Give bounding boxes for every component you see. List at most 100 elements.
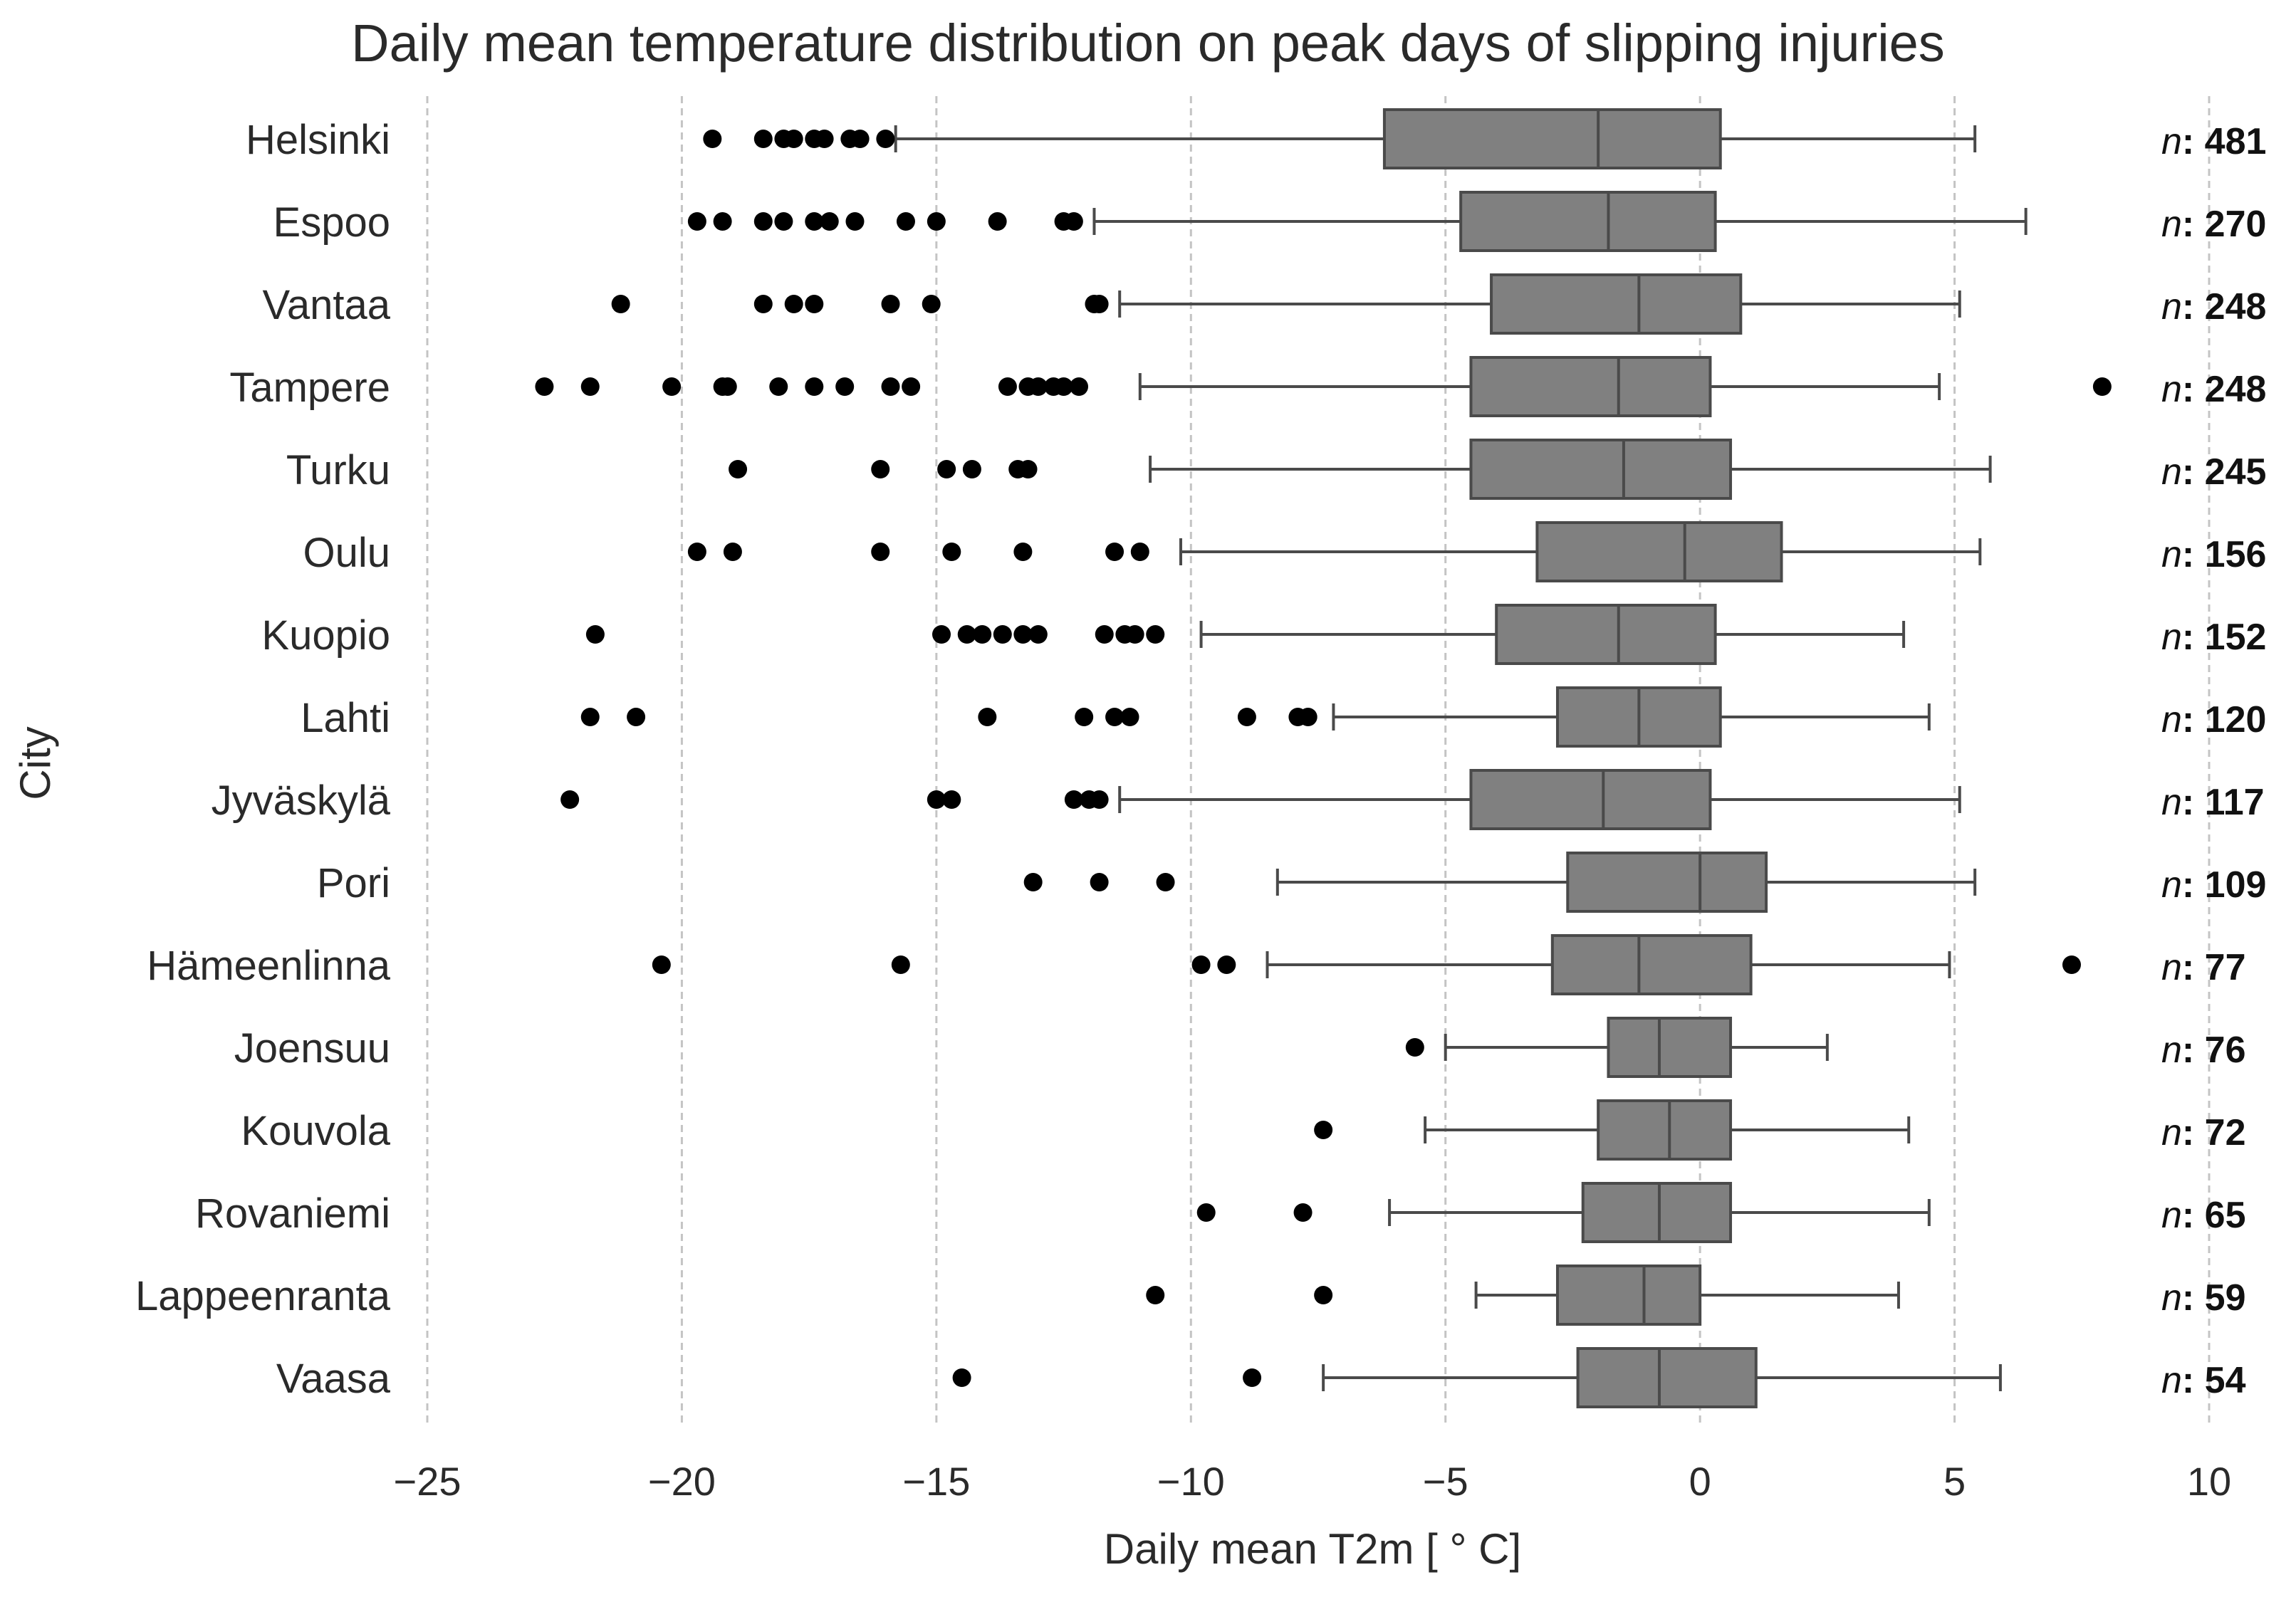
iqr-box (1459, 191, 1717, 252)
x-axis-label: Daily mean T2m [ ° C] (1104, 1525, 1521, 1573)
outlier-point (1013, 625, 1033, 644)
n-count-label: n: 59 (2161, 1277, 2246, 1319)
box-group (1474, 1264, 1900, 1326)
outlier-point (580, 708, 600, 726)
outlier-point (784, 130, 803, 148)
outlier-point (1090, 295, 1109, 313)
iqr-box (1607, 1017, 1733, 1078)
outlier-point (998, 377, 1017, 396)
box-group (1275, 852, 1977, 913)
box-group (1322, 1347, 2002, 1408)
outlier-point (652, 955, 671, 974)
n-count-label: n: 65 (2161, 1195, 2246, 1236)
chart-title: Daily mean temperature distribution on p… (351, 14, 1945, 73)
outlier-point (784, 295, 803, 313)
outlier-point (881, 377, 900, 396)
n-count-label: n: 120 (2161, 699, 2266, 740)
x-tick-label: −20 (648, 1459, 716, 1504)
y-axis-label: City (11, 726, 59, 800)
box-group (1118, 769, 1961, 830)
y-tick-label: Pori (317, 860, 390, 906)
outlier-point (535, 377, 554, 396)
outlier-point (820, 212, 839, 231)
outlier-point (560, 790, 580, 809)
outlier-point (2062, 955, 2081, 974)
outlier-point (896, 212, 915, 231)
outlier-layer (535, 130, 2112, 1387)
y-tick-label: Joensuu (234, 1025, 390, 1072)
outlier-point (876, 130, 895, 148)
outlier-point (718, 377, 737, 396)
outlier-point (1120, 708, 1139, 726)
iqr-box (1382, 108, 1722, 169)
outlier-point (937, 460, 956, 478)
outlier-point (850, 130, 870, 148)
y-tick-label: Vantaa (262, 282, 390, 328)
y-tick-label: Kouvola (241, 1108, 390, 1154)
outlier-point (713, 212, 732, 231)
outlier-point (1146, 625, 1165, 644)
x-tick-label: 5 (1943, 1459, 1966, 1504)
outlier-point (978, 708, 997, 726)
outlier-point (805, 212, 824, 231)
box-group (1199, 604, 1906, 665)
iqr-box (1581, 1182, 1733, 1243)
outlier-point (932, 625, 951, 644)
outlier-point (1243, 1368, 1262, 1387)
outlier-point (1314, 1286, 1333, 1304)
outlier-point (1237, 708, 1256, 726)
outlier-point (1064, 212, 1083, 231)
n-count-label: n: 481 (2161, 121, 2266, 162)
iqr-box (1469, 769, 1712, 830)
outlier-point (957, 625, 976, 644)
x-tick-label: −15 (902, 1459, 970, 1504)
n-count-label: n: 152 (2161, 617, 2266, 658)
box-group (1179, 521, 1982, 582)
outlier-point (891, 955, 910, 974)
outlier-point (723, 543, 742, 561)
outlier-point (942, 790, 961, 809)
y-tick-label: Vaasa (276, 1356, 391, 1402)
iqr-box (1555, 1264, 1702, 1326)
outlier-point (927, 790, 946, 809)
y-tick-label: Lappeenranta (135, 1273, 391, 1319)
outlier-point (1018, 460, 1038, 478)
x-tick-label: −5 (1423, 1459, 1468, 1504)
outlier-point (774, 212, 793, 231)
outlier-point (902, 377, 921, 396)
label-layer: −25 −20 −15 −10 −5 0 5 10 Helsinki n: 481 Espoo n: … (135, 117, 2266, 1504)
n-count-label: n: 248 (2161, 286, 2266, 328)
outlier-point (1105, 543, 1124, 561)
iqr-box (1469, 356, 1712, 417)
n-count-label: n: 72 (2161, 1112, 2246, 1153)
y-tick-label: Espoo (273, 199, 390, 246)
n-count-label: n: 117 (2161, 782, 2265, 823)
outlier-point (729, 460, 748, 478)
outlier-point (1028, 377, 1048, 396)
n-count-label: n: 76 (2161, 1030, 2246, 1071)
outlier-point (962, 460, 981, 478)
outlier-point (1156, 873, 1175, 891)
box-group (1332, 686, 1931, 748)
box-group (1444, 1017, 1829, 1078)
outlier-point (927, 212, 946, 231)
y-tick-label: Lahti (301, 695, 390, 741)
outlier-point (1191, 955, 1211, 974)
outlier-point (1196, 1203, 1216, 1222)
iqr-box (1535, 521, 1783, 582)
outlier-point (1217, 955, 1236, 974)
y-tick-label: Oulu (303, 530, 390, 576)
outlier-point (1146, 1286, 1165, 1304)
outlier-point (703, 130, 722, 148)
outlier-point (871, 460, 890, 478)
outlier-point (1054, 377, 1073, 396)
outlier-point (2092, 377, 2112, 396)
outlier-point (627, 708, 646, 726)
box-group (1118, 273, 1961, 335)
y-tick-label: Kuopio (261, 612, 390, 659)
y-tick-label: Turku (286, 447, 390, 493)
box-group (1388, 1182, 1931, 1243)
n-count-label: n: 54 (2161, 1360, 2246, 1401)
n-count-label: n: 77 (2161, 947, 2246, 988)
